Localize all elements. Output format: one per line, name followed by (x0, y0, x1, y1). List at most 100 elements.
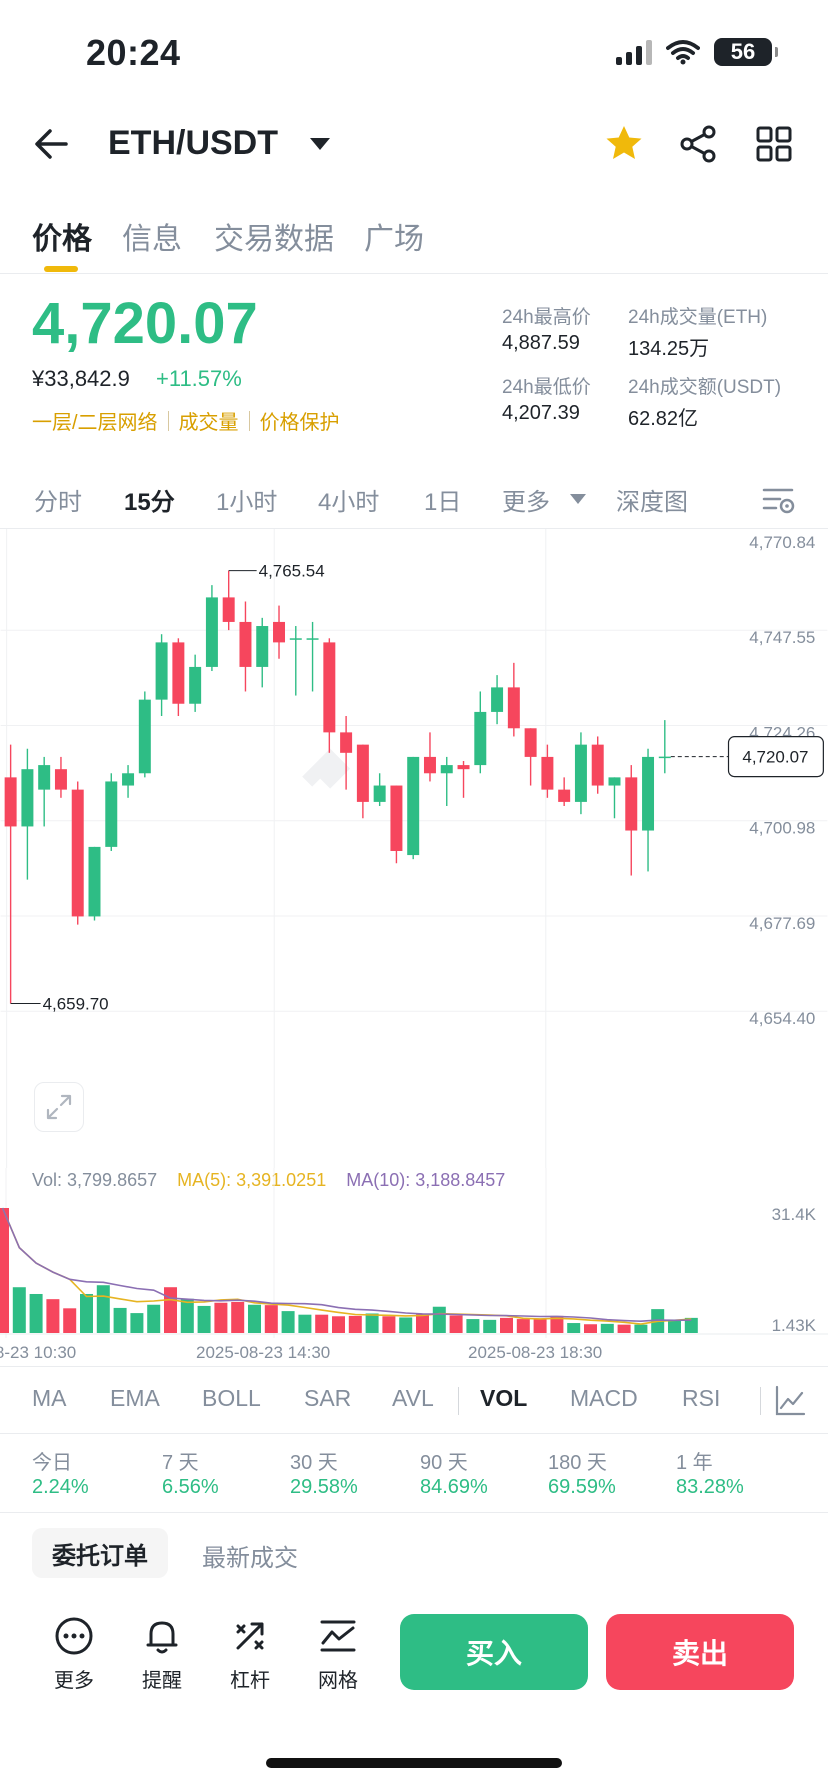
volume-bar (147, 1304, 161, 1333)
alert-label: 提醒 (142, 1670, 182, 1692)
interval-timeline[interactable]: 分时 (34, 489, 82, 516)
candle-body (289, 638, 302, 640)
indicator-boll[interactable]: BOLL (202, 1385, 261, 1411)
candle-body (407, 756, 420, 856)
favorite-star-icon[interactable] (602, 122, 646, 166)
share-icon[interactable] (676, 122, 720, 166)
volume-bar (113, 1307, 127, 1333)
volume-bar (500, 1317, 513, 1333)
volume-bar (298, 1314, 312, 1333)
back-arrow-icon[interactable] (30, 122, 74, 166)
change-percent: +11.57% (156, 366, 242, 391)
volume-bar (46, 1299, 60, 1333)
perf-value-7d: 6.56% (162, 1476, 219, 1498)
volume-axis-labels: 31.4K 1.43K (772, 1205, 817, 1335)
tab-trading-data[interactable]: 交易数据 (214, 223, 334, 256)
expand-chart-button[interactable] (34, 1082, 84, 1132)
candles (4, 570, 671, 1004)
stat-vol-usdt-value: 62.82亿 (628, 408, 699, 430)
indicator-sar[interactable]: SAR (304, 1385, 352, 1411)
volume-bar (130, 1313, 144, 1333)
buy-button[interactable]: 买入 (400, 1614, 588, 1690)
indicator-macd[interactable]: MACD (570, 1385, 638, 1411)
tab-open-orders[interactable]: 委托订单 (32, 1528, 168, 1578)
candle-body (642, 756, 655, 831)
interval-1d[interactable]: 1日 (424, 489, 462, 516)
min-price-label: 4,659.70 (43, 995, 109, 1014)
volume-bar (617, 1324, 631, 1333)
x-tick-label: 2025-08-23 10:30 (0, 1343, 76, 1362)
volume-bar (281, 1311, 295, 1333)
candle-body (306, 638, 319, 640)
leverage-button[interactable]: 杠杆 (210, 1616, 290, 1693)
perf-label-90d: 90 天 (420, 1452, 468, 1474)
candle-body (658, 756, 671, 759)
pair-title[interactable]: ETH/USDT (108, 124, 278, 162)
stat-vol-eth-value: 134.25万 (628, 338, 710, 360)
candle-body (71, 789, 84, 917)
tag-layer-network[interactable]: 一层/二层网络 (32, 412, 158, 434)
tab-recent-trades[interactable]: 最新成交 (202, 1545, 298, 1572)
alert-button[interactable]: 提醒 (122, 1616, 202, 1693)
chart-settings-icon[interactable] (760, 482, 796, 518)
candle-body (340, 732, 353, 753)
battery-icon: 56 (714, 38, 778, 66)
volume-bar (264, 1305, 278, 1333)
tab-info[interactable]: 信息 (122, 223, 182, 256)
indicator-ema[interactable]: EMA (110, 1385, 160, 1411)
stat-vol-usdt-label: 24h成交额(USDT) (628, 377, 782, 398)
indicator-ma[interactable]: MA (32, 1385, 67, 1411)
candle-body (4, 777, 17, 827)
candle-body (172, 642, 185, 704)
volume-chart[interactable]: 31.4K 1.43K 2025-08-23 10:30 2025-08-23 14… (0, 1168, 828, 1378)
status-icons: 56 (616, 38, 778, 66)
indicator-vol[interactable]: VOL (480, 1385, 528, 1411)
last-price-tag-label: 4,720.07 (742, 748, 808, 767)
depth-chart-tab[interactable]: 深度图 (616, 489, 688, 516)
candle-body (541, 756, 554, 790)
candlestick-chart[interactable]: 4,770.844,747.554,724.264,700.984,677.69… (0, 528, 828, 1168)
candle-body (138, 699, 151, 774)
tag-price-protection[interactable]: 价格保护 (259, 412, 340, 434)
leverage-icon (236, 1622, 264, 1650)
indicator-avl[interactable]: AVL (392, 1385, 434, 1411)
interval-15m[interactable]: 15分 (124, 489, 175, 516)
volume-bar (533, 1318, 547, 1333)
indicator-settings-icon[interactable] (772, 1383, 808, 1419)
volume-ma5-line (1, 1207, 692, 1325)
main-tabs: 价格 信息 交易数据 广场 (0, 210, 828, 274)
tab-price[interactable]: 价格 (32, 223, 92, 256)
volume-bar (634, 1324, 648, 1333)
grid-menu-icon[interactable] (752, 122, 796, 166)
tab-square[interactable]: 广场 (364, 223, 424, 256)
sell-button[interactable]: 卖出 (606, 1614, 794, 1690)
candle-body (423, 756, 436, 774)
candle-body (256, 626, 269, 667)
candle-body (273, 621, 286, 643)
volume-tick-min: 1.43K (772, 1316, 817, 1335)
volume-bar (63, 1308, 77, 1333)
vol-ma5: MA(5): 3,391.0251 (177, 1170, 327, 1190)
wifi-icon (666, 40, 700, 65)
interval-1h[interactable]: 1小时 (216, 489, 278, 516)
grid-trading-button[interactable]: 网格 (298, 1616, 378, 1693)
stat-high-value: 4,887.59 (502, 332, 580, 354)
chart-grid (0, 529, 828, 1168)
interval-4h[interactable]: 4小时 (318, 489, 380, 516)
tag-row: 一层/二层网络 成交量 价格保护 (32, 406, 340, 435)
y-tick-label: 4,700.98 (749, 819, 815, 838)
candle-body (390, 785, 403, 851)
pair-dropdown-caret-icon[interactable] (310, 138, 330, 150)
max-price-label: 4,765.54 (259, 562, 325, 581)
volume-bar (432, 1306, 446, 1333)
volume-ma10-line (1, 1207, 692, 1323)
interval-more[interactable]: 更多 (502, 489, 550, 516)
candle-body (189, 666, 202, 704)
tag-divider (167, 410, 169, 431)
tag-volume[interactable]: 成交量 (178, 412, 239, 434)
more-caret-icon[interactable] (570, 494, 586, 504)
more-button[interactable]: 更多 (34, 1616, 114, 1693)
chart-annotations: 4,765.54 4,659.70 4,720.07 (10, 562, 824, 1014)
indicator-rsi[interactable]: RSI (682, 1385, 721, 1411)
perf-value-today: 2.24% (32, 1476, 89, 1498)
